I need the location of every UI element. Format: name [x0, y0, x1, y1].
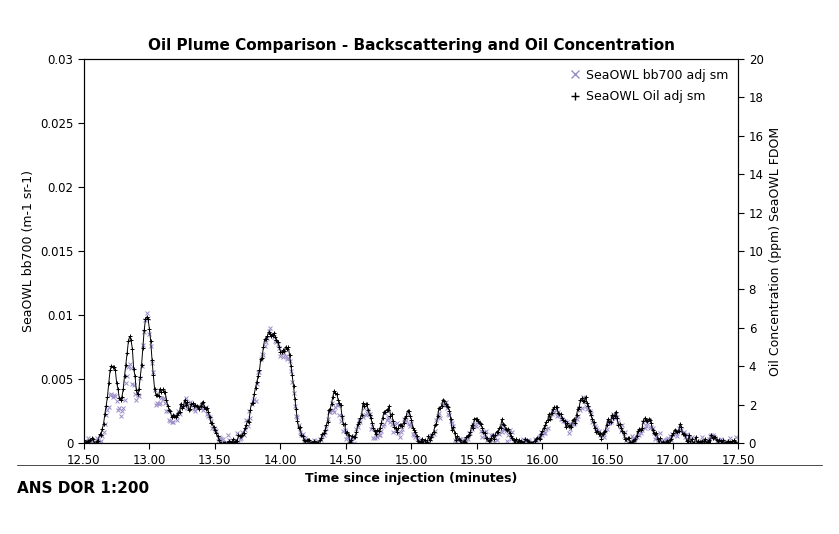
Line: SeaOWL Oil adj sm: SeaOWL Oil adj sm — [81, 315, 740, 446]
SeaOWL Oil adj sm — [89, 440, 99, 446]
Line: SeaOWL bb700 adj sm: SeaOWL bb700 adj sm — [81, 311, 740, 446]
SeaOWL Oil adj sm — [720, 440, 730, 446]
SeaOWL bb700 adj sm — [392, 420, 402, 426]
SeaOWL bb700 adj sm — [720, 440, 730, 446]
SeaOWL bb700 adj sm — [435, 415, 446, 421]
SeaOWL Oil adj sm — [392, 429, 402, 435]
SeaOWL Oil adj sm — [435, 405, 446, 412]
Title: Oil Plume Comparison - Backscattering and Oil Concentration: Oil Plume Comparison - Backscattering an… — [148, 38, 675, 53]
SeaOWL Oil adj sm — [732, 440, 743, 446]
SeaOWL Oil adj sm — [471, 415, 481, 422]
SeaOWL Oil adj sm — [142, 314, 152, 320]
SeaOWL Oil adj sm — [396, 422, 406, 429]
SeaOWL bb700 adj sm — [732, 440, 743, 446]
SeaOWL Oil adj sm — [79, 437, 89, 443]
Y-axis label: SeaOWL bb700 (m-1 sr-1): SeaOWL bb700 (m-1 sr-1) — [22, 170, 34, 332]
SeaOWL Oil adj sm — [618, 428, 628, 435]
SeaOWL bb700 adj sm — [142, 310, 152, 317]
SeaOWL bb700 adj sm — [396, 429, 406, 435]
Y-axis label: Oil Concentration (ppm) SeaOWL FDOM: Oil Concentration (ppm) SeaOWL FDOM — [769, 127, 782, 375]
SeaOWL bb700 adj sm — [618, 421, 628, 428]
SeaOWL bb700 adj sm — [81, 440, 91, 446]
Legend: SeaOWL bb700 adj sm, SeaOWL Oil adj sm: SeaOWL bb700 adj sm, SeaOWL Oil adj sm — [566, 65, 732, 107]
Text: ANS DOR 1:200: ANS DOR 1:200 — [17, 481, 149, 496]
SeaOWL bb700 adj sm — [471, 422, 481, 429]
SeaOWL bb700 adj sm — [79, 438, 89, 445]
X-axis label: Time since injection (minutes): Time since injection (minutes) — [305, 472, 518, 485]
